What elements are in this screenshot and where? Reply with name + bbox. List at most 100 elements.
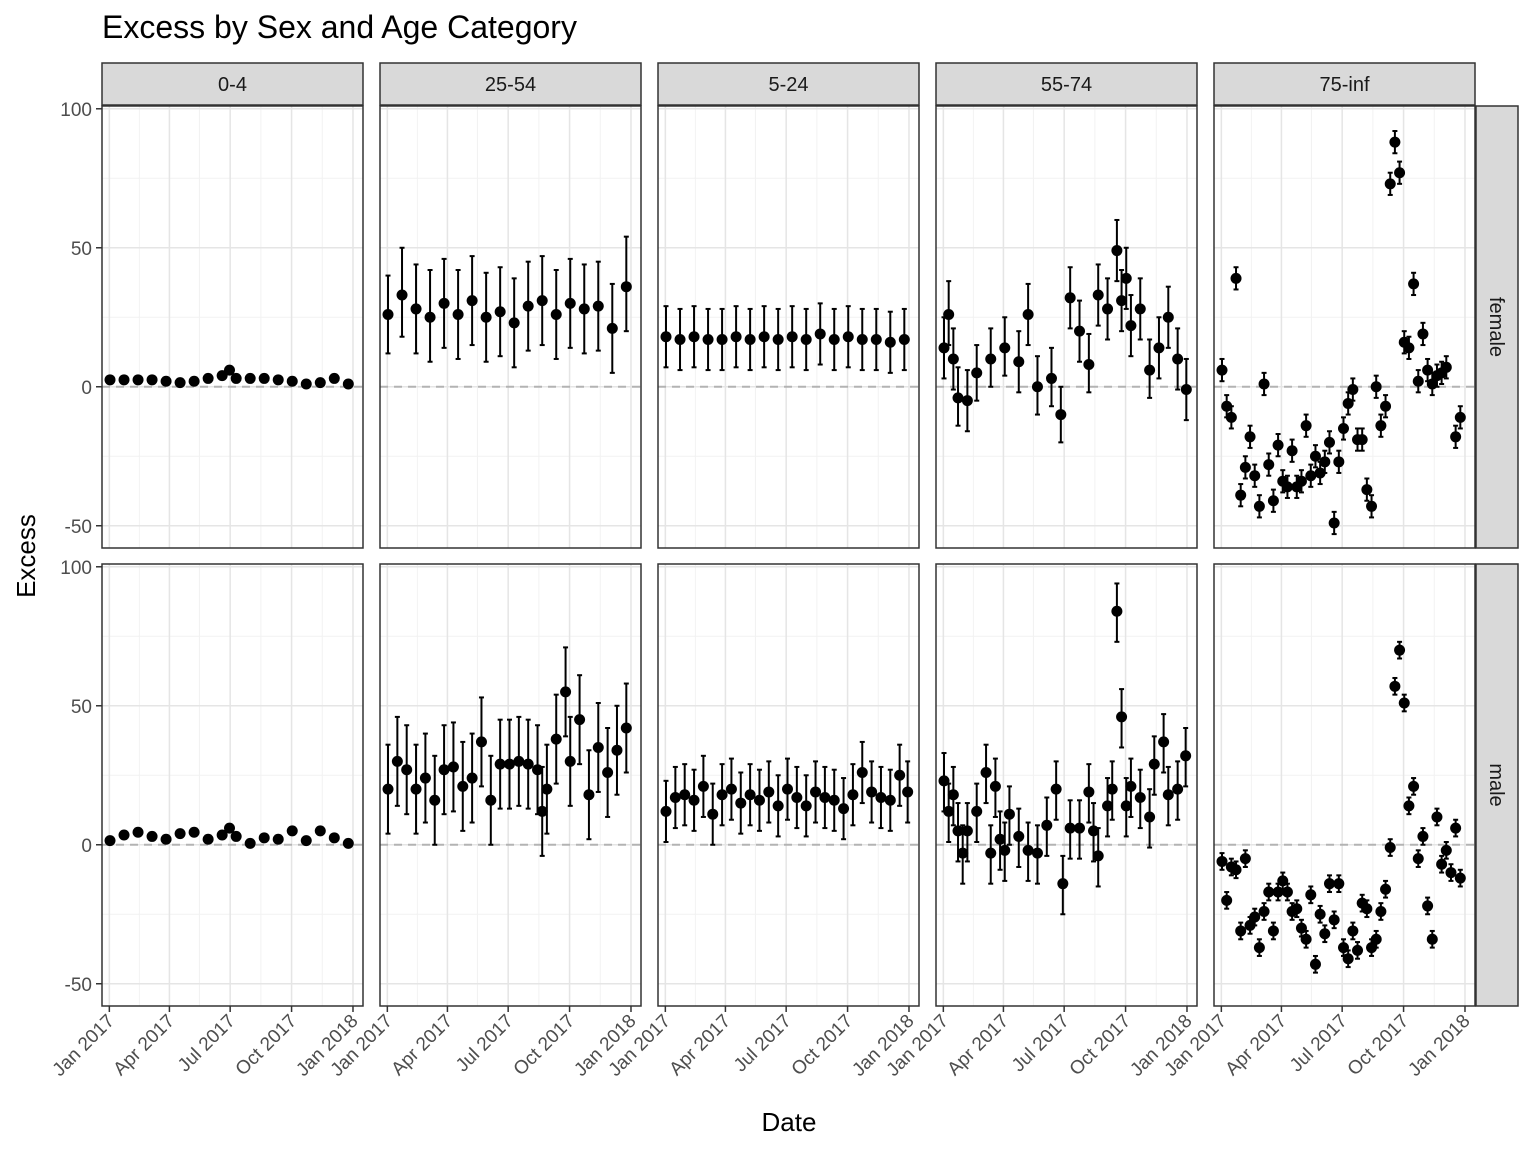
data-point [1454,411,1466,423]
data-point [314,825,326,837]
data-point [1450,431,1462,443]
data-point [1134,792,1146,804]
data-point [786,331,798,343]
data-point [1384,178,1396,190]
data-point [1249,470,1261,482]
data-point [902,786,914,798]
data-point [1333,878,1345,890]
data-point [1361,484,1373,496]
x-tick-label: Jan 2018 [1404,1011,1474,1081]
data-point [800,800,812,812]
x-tick-label: Jan 2017 [49,1011,119,1081]
data-point [1314,467,1326,479]
panel-background [102,564,363,1006]
panel-background [1214,106,1475,548]
data-point [1092,289,1104,301]
data-point [1305,889,1317,901]
data-point [1267,495,1279,507]
data-point [300,378,312,390]
data-point [223,822,235,834]
data-point [1230,864,1242,876]
y-tick-label: 50 [71,697,92,718]
panel-border [935,105,1198,549]
data-point [735,797,747,809]
data-point [1263,459,1275,471]
chart-title: Excess by Sex and Age Category [102,9,577,45]
data-point [475,736,487,748]
data-point [1323,878,1335,890]
data-point [1180,750,1192,762]
facet-strip-top [935,62,1198,106]
y-tick-label: -50 [65,517,92,538]
x-tick-label: Apr 2017 [666,1011,735,1080]
data-point [1258,905,1270,917]
data-point [1380,883,1392,895]
facet-strip-top [101,62,364,106]
data-point [870,334,882,346]
data-point [1074,822,1086,834]
x-tick-label: Jul 2017 [1286,1011,1352,1077]
data-point [819,792,831,804]
data-point [146,830,158,842]
data-point [1342,953,1354,965]
y-tick-label: 100 [60,100,92,121]
data-point [1380,400,1392,412]
data-point [660,331,672,343]
data-point [602,766,614,778]
facet-strip-label-0-4: 0-4 [218,74,247,96]
facet-panel-55-74-female: 55-74 [935,62,1198,549]
x-tick-label: Oct 2017 [788,1011,857,1080]
data-point [286,825,298,837]
x-tick-label: Oct 2017 [510,1011,579,1080]
data-point [1454,872,1466,884]
data-point [1162,311,1174,323]
data-point [1116,711,1128,723]
x-tick-label: Apr 2017 [944,1011,1013,1080]
data-point [1286,445,1298,457]
y-tick-label: 100 [60,558,92,579]
data-point [1408,278,1420,290]
data-point [1003,808,1015,820]
data-point [1389,136,1401,148]
facet-strip-top [1213,62,1476,106]
data-point [1244,919,1256,931]
data-point [1305,470,1317,482]
facet-panel-25-54-female: 25-54 [379,62,642,549]
data-point [884,336,896,348]
data-point [429,794,441,806]
data-point [1347,384,1359,396]
data-point [1031,381,1043,393]
data-point [574,714,586,726]
x-tick-label: Jul 2017 [1008,1011,1074,1077]
data-point [1417,830,1429,842]
data-point [1267,925,1279,937]
data-point [884,794,896,806]
panel-background [936,564,1197,1006]
data-point [1230,272,1242,284]
data-point [1221,400,1233,412]
x-tick-label: Apr 2017 [1222,1011,1291,1080]
data-point [980,766,992,778]
data-point [342,378,354,390]
x-tick-label: Apr 2017 [388,1011,457,1080]
data-point [866,786,878,798]
data-point [1249,911,1261,923]
panel-background [658,106,919,548]
data-point [564,297,576,309]
panel-border [1213,563,1476,1007]
x-tick-label: Oct 2017 [1344,1011,1413,1080]
data-point [1045,372,1057,384]
data-point [952,825,964,837]
data-point [1337,422,1349,434]
facet-strip-label-55-74: 55-74 [1041,74,1092,96]
data-point [1394,644,1406,656]
data-point [814,328,826,340]
data-point [1314,908,1326,920]
facet-strip-label-25-54: 25-54 [485,74,536,96]
data-point [1328,517,1340,529]
data-point [522,758,534,770]
data-point [606,322,618,334]
